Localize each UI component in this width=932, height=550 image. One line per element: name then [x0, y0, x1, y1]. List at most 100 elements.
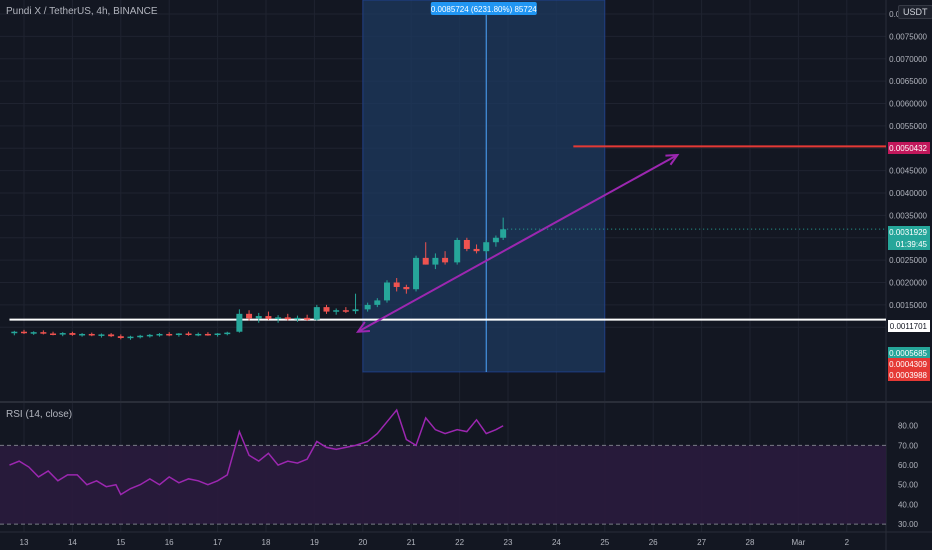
candle	[463, 239, 470, 249]
trend-arrow-head-end	[665, 153, 680, 166]
candle	[246, 313, 253, 319]
candle	[265, 316, 272, 319]
candle	[323, 307, 330, 312]
time-axis-label: Mar	[792, 538, 806, 547]
time-axis-label: 23	[504, 538, 513, 547]
rsi-tick-label: 40.00	[898, 500, 919, 509]
price-badge-label: 01:39:45	[896, 240, 928, 249]
price-tick-label: 0.0060000	[889, 100, 927, 109]
time-axis-label: 21	[407, 538, 416, 547]
price-tick-label: 0.0040000	[889, 189, 927, 198]
time-axis-label: 20	[358, 538, 367, 547]
time-axis-label: 18	[262, 538, 271, 547]
rsi-tick-label: 30.00	[898, 520, 919, 529]
candle	[492, 237, 499, 243]
candle	[79, 333, 86, 336]
time-axis-label: 26	[649, 538, 658, 547]
measure-label: 0.0085724 (6231.80%) 85724	[431, 5, 537, 14]
candle	[500, 229, 507, 238]
candle	[21, 331, 27, 334]
candle	[127, 336, 134, 339]
candle	[40, 332, 47, 334]
time-axis-label: 2	[845, 538, 850, 547]
candle	[255, 316, 262, 319]
candle	[98, 334, 105, 336]
candle	[236, 313, 243, 332]
candle	[374, 300, 381, 305]
candle	[137, 335, 144, 338]
price-badge	[888, 226, 930, 238]
candle	[454, 239, 461, 263]
candle	[403, 286, 410, 290]
candle	[185, 333, 192, 336]
candle	[442, 257, 449, 263]
rsi-tick-label: 60.00	[898, 461, 919, 470]
candle	[117, 336, 124, 338]
candle	[146, 334, 153, 337]
price-badge	[888, 320, 930, 332]
price-badge-label: 0.0005685	[889, 349, 927, 358]
currency-badge[interactable]: USDT	[898, 5, 932, 19]
candle	[59, 333, 66, 335]
candle	[422, 257, 429, 265]
candle	[364, 304, 371, 310]
candle	[393, 282, 400, 287]
rsi-line	[9, 408, 504, 496]
price-badge-label: 0.0050432	[889, 144, 927, 153]
price-tick-label: 0.0055000	[889, 122, 927, 131]
candle	[88, 333, 95, 336]
measure-range-box	[362, 0, 606, 373]
time-axis-label: 13	[20, 538, 29, 547]
candle	[156, 333, 163, 336]
rsi-tick-label: 70.00	[898, 441, 919, 450]
candle	[214, 333, 221, 336]
measure-label-bg	[430, 2, 537, 15]
price-badge-label: 0.0003988	[889, 371, 927, 380]
price-tick-label: 0.0015000	[889, 301, 927, 310]
candle	[473, 248, 480, 252]
time-axis-label: 25	[600, 538, 609, 547]
price-tick-label: 0.0035000	[889, 211, 927, 220]
candle	[384, 282, 390, 301]
candle	[313, 307, 320, 320]
candle	[352, 309, 359, 312]
time-axis-label: 24	[552, 538, 561, 547]
price-tick-label: 0.0045000	[889, 167, 927, 176]
candle	[69, 333, 76, 335]
candle	[284, 317, 291, 320]
time-axis-label: 27	[697, 538, 706, 547]
time-axis-label: 15	[116, 538, 125, 547]
price-tick-label: 0.0025000	[889, 256, 927, 265]
price-badge	[888, 347, 930, 359]
trend-arrow-head-start	[355, 321, 370, 333]
rsi-tick-label: 80.00	[898, 422, 919, 431]
candle	[275, 317, 282, 319]
candle	[166, 333, 173, 336]
price-badge	[888, 142, 930, 154]
candle	[175, 333, 182, 336]
time-axis-label: 22	[455, 538, 464, 547]
price-tick-label: 0.0075000	[889, 32, 927, 41]
candle	[108, 334, 115, 337]
time-axis-label: 19	[310, 538, 319, 547]
price-badge-label: 0.0004309	[889, 360, 927, 369]
rsi-tick-label: 50.00	[898, 481, 919, 490]
symbol-title: Pundi X / TetherUS, 4h, BINANCE	[6, 6, 158, 17]
candle	[413, 257, 420, 290]
time-axis-label: 28	[746, 538, 755, 547]
price-badge	[888, 238, 930, 250]
candle	[50, 333, 57, 336]
candle	[11, 331, 18, 334]
trend-arrow	[357, 154, 678, 333]
candle	[224, 332, 231, 335]
price-tick-label: 0.0065000	[889, 77, 927, 86]
candle	[204, 333, 211, 336]
candle	[304, 317, 311, 320]
rsi-indicator-title: RSI (14, close)	[6, 409, 73, 420]
price-tick-label: 0.0020000	[889, 279, 927, 288]
rsi-band	[0, 445, 886, 525]
price-badge	[888, 369, 930, 381]
candle	[195, 333, 202, 336]
